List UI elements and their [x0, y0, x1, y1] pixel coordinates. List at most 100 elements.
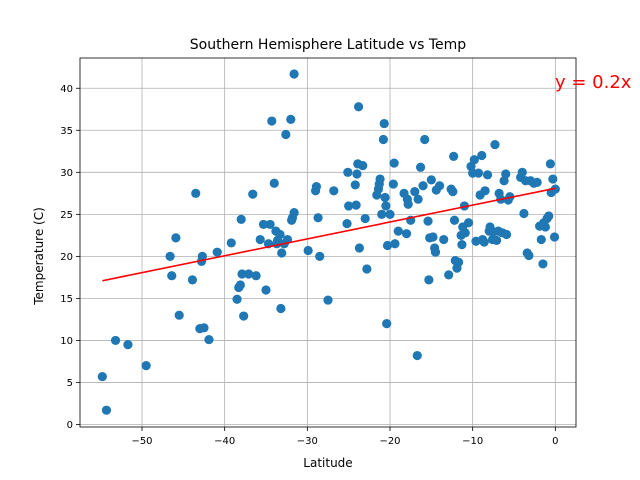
data-points: [97, 69, 560, 415]
data-point: [174, 310, 184, 320]
data-point: [377, 209, 387, 219]
data-point: [289, 208, 299, 218]
regression-equation: y = 0.2x: [555, 72, 632, 93]
data-point: [388, 179, 398, 189]
data-point: [354, 243, 365, 253]
data-point: [110, 335, 121, 346]
data-point: [479, 237, 489, 247]
data-point: [532, 177, 542, 188]
y-tick-label: 5: [67, 378, 73, 389]
y-tick-label: 10: [60, 336, 73, 347]
axis-ticks: −50 −40 −30 −20 −10 0 0 5 10 15 20 25 30 35 40: [60, 84, 558, 447]
data-point: [101, 405, 112, 415]
data-point: [265, 219, 275, 230]
data-point: [403, 199, 413, 209]
data-point: [269, 178, 279, 188]
data-point: [426, 175, 436, 185]
data-point: [415, 162, 426, 172]
data-point: [313, 213, 323, 223]
regression-line: [102, 187, 556, 282]
data-point: [382, 240, 393, 251]
data-point: [457, 240, 467, 250]
x-tick-label: −40: [214, 436, 235, 447]
data-point: [524, 250, 534, 261]
data-point: [329, 186, 339, 196]
data-point: [276, 303, 286, 314]
data-point: [459, 201, 469, 211]
data-point: [261, 285, 271, 295]
plot-frame: [79, 57, 577, 428]
data-point: [123, 340, 133, 350]
data-point: [548, 174, 558, 184]
data-point: [286, 114, 296, 124]
data-point: [197, 251, 207, 261]
data-point: [393, 226, 403, 236]
data-point: [311, 182, 322, 192]
y-axis-label: Temperature (C): [32, 207, 46, 306]
data-point: [463, 218, 474, 228]
data-point: [255, 234, 265, 245]
data-point: [401, 229, 412, 239]
data-point: [343, 167, 353, 177]
data-point: [97, 371, 107, 382]
data-point: [430, 247, 441, 257]
data-point: [538, 259, 548, 269]
data-point: [275, 229, 285, 240]
data-point: [236, 214, 246, 224]
x-tick-label: −50: [131, 436, 152, 447]
data-point: [444, 270, 454, 280]
data-point: [385, 209, 395, 219]
data-point: [167, 271, 177, 281]
data-point: [344, 201, 354, 211]
data-point: [258, 219, 269, 230]
chart-title: Southern Hemisphere Latitude vs Temp: [190, 37, 467, 53]
data-point: [501, 169, 511, 179]
data-point: [351, 200, 361, 210]
data-point: [469, 155, 479, 165]
x-axis-label: Latitude: [303, 456, 352, 470]
data-point: [199, 323, 209, 333]
data-point: [439, 234, 449, 245]
data-point: [449, 151, 459, 161]
data-point: [350, 180, 360, 190]
data-point: [358, 160, 368, 171]
data-point: [281, 129, 291, 140]
data-point: [389, 158, 399, 168]
data-point: [540, 222, 551, 232]
data-point: [165, 251, 175, 261]
data-point: [212, 247, 222, 257]
data-point: [505, 192, 515, 202]
data-point: [277, 248, 287, 258]
data-point: [549, 232, 560, 242]
data-point: [171, 233, 181, 243]
data-point: [267, 116, 277, 126]
y-tick-label: 15: [60, 294, 73, 305]
x-tick-label: −10: [462, 436, 483, 447]
data-point: [379, 118, 389, 129]
data-point: [303, 245, 313, 256]
data-point: [248, 189, 258, 199]
y-tick-label: 25: [60, 210, 73, 221]
data-point: [410, 187, 420, 197]
data-point: [477, 150, 487, 161]
data-point: [435, 181, 445, 191]
data-point: [378, 134, 388, 145]
data-point: [424, 275, 434, 285]
data-point: [141, 361, 151, 371]
data-point: [251, 271, 261, 281]
data-point: [235, 280, 245, 290]
y-tick-label: 35: [60, 126, 73, 137]
data-point: [381, 201, 391, 211]
data-point: [519, 208, 529, 219]
data-point: [420, 134, 430, 145]
data-point: [448, 187, 458, 197]
data-point: [423, 216, 433, 226]
y-tick-label: 40: [60, 84, 73, 95]
data-point: [482, 170, 493, 180]
data-point: [545, 159, 555, 169]
data-point: [187, 275, 198, 285]
data-point: [544, 211, 554, 221]
data-point: [490, 139, 500, 150]
data-point: [454, 257, 464, 267]
